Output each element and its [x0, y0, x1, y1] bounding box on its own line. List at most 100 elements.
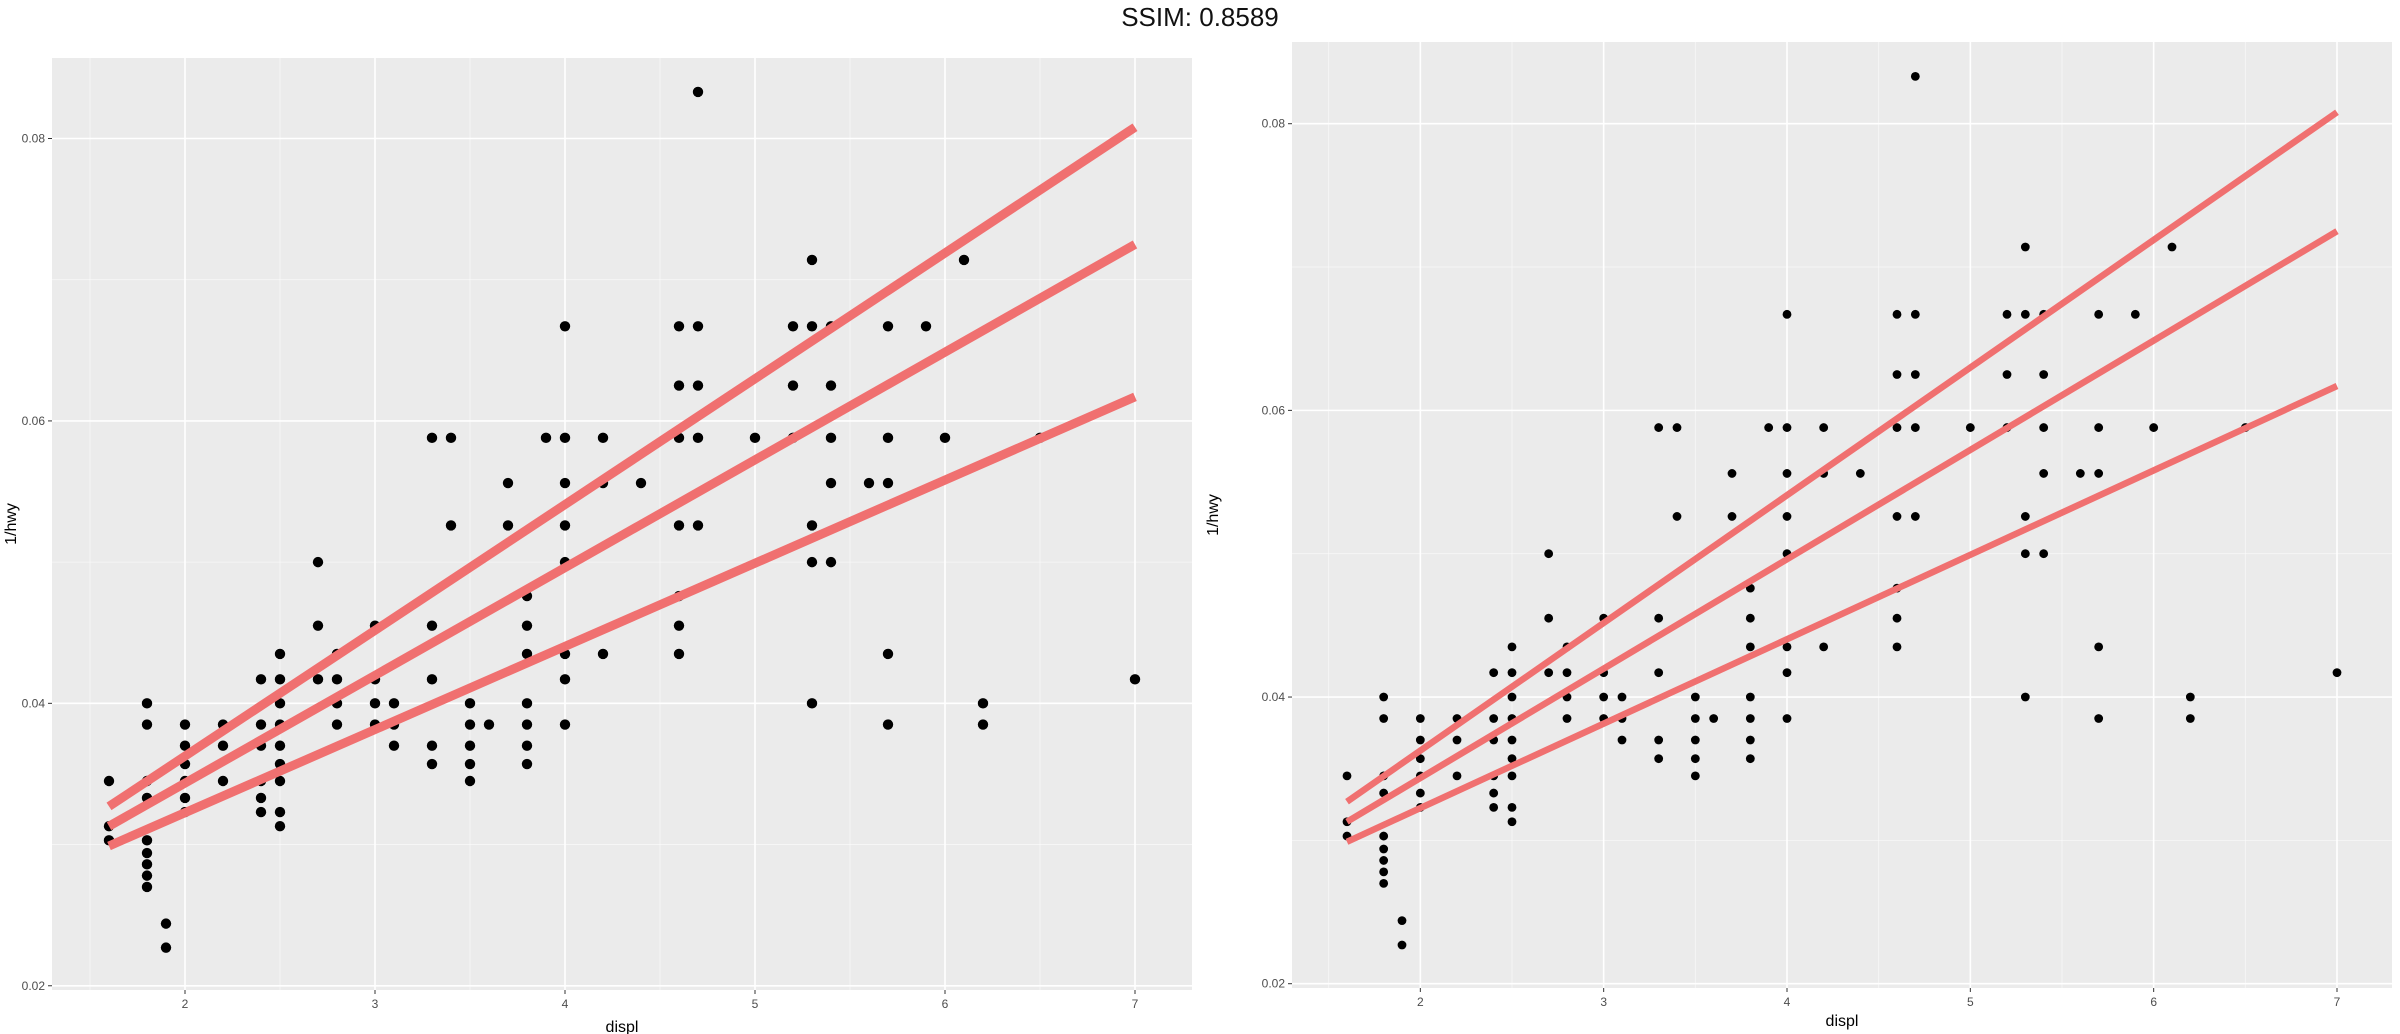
data-point	[1654, 754, 1664, 764]
data-point	[2094, 309, 2104, 319]
y-tick-label: 0.08	[1262, 117, 1286, 131]
data-point	[920, 321, 932, 332]
data-point	[2039, 370, 2049, 379]
data-point	[1819, 423, 1829, 432]
data-point	[521, 620, 533, 631]
x-axis-title: displ	[606, 1019, 639, 1034]
data-point	[1910, 423, 1920, 432]
data-point	[559, 321, 571, 332]
data-point	[274, 698, 286, 709]
data-point	[141, 881, 153, 893]
data-point	[2149, 423, 2159, 432]
data-point	[2039, 469, 2049, 478]
data-point	[692, 380, 704, 391]
data-point	[540, 432, 552, 444]
data-point	[692, 432, 704, 444]
data-point	[825, 432, 837, 444]
data-point	[2020, 692, 2030, 702]
y-axis-title: 1/hwy	[1205, 494, 1222, 536]
y-tick-label: 0.06	[22, 414, 46, 428]
data-point	[1507, 803, 1517, 812]
data-point	[559, 674, 571, 685]
data-point	[1415, 714, 1425, 723]
fit-line-3	[1345, 383, 2339, 845]
data-point	[1745, 714, 1755, 723]
data-point	[2020, 549, 2030, 559]
data-point	[1892, 423, 1902, 432]
data-point	[1745, 735, 1755, 745]
data-point	[426, 674, 438, 685]
data-point	[1452, 735, 1462, 745]
data-point	[806, 698, 818, 709]
x-tick-label: 3	[372, 997, 379, 1011]
data-point	[464, 740, 476, 751]
data-point	[1892, 642, 1902, 652]
data-point	[141, 870, 153, 881]
data-point	[1507, 668, 1517, 678]
data-point	[312, 674, 324, 685]
data-point	[1599, 692, 1609, 702]
data-point	[825, 556, 837, 568]
data-point	[2185, 692, 2195, 702]
y-tick-label: 0.02	[22, 979, 46, 993]
fit-line-1	[1345, 109, 2339, 805]
data-point	[1342, 771, 1352, 781]
data-point	[559, 477, 571, 489]
data-point	[2332, 668, 2342, 678]
data-point	[445, 520, 457, 531]
data-point	[2130, 309, 2140, 319]
y-tick-label: 0.08	[22, 131, 46, 145]
data-point	[255, 806, 267, 818]
data-point	[388, 698, 400, 709]
data-point	[1727, 512, 1737, 521]
data-point	[1690, 692, 1700, 702]
data-point	[141, 719, 153, 730]
fit-line-2	[1345, 228, 2339, 825]
data-point	[274, 775, 286, 787]
data-point	[464, 719, 476, 730]
data-point	[521, 719, 533, 730]
data-point	[1397, 940, 1407, 950]
y-tick-label: 0.06	[1262, 403, 1286, 417]
data-point	[882, 321, 894, 332]
data-point	[597, 432, 609, 444]
data-point	[559, 520, 571, 531]
data-point	[635, 477, 647, 489]
data-point	[2094, 642, 2104, 652]
data-point	[692, 520, 704, 531]
data-point	[274, 740, 286, 751]
data-point	[673, 380, 685, 391]
data-point	[521, 698, 533, 709]
data-point	[331, 674, 343, 685]
x-tick-label: 3	[1600, 995, 1607, 1009]
data-point	[217, 775, 229, 787]
data-point	[2167, 242, 2177, 252]
data-point	[1764, 423, 1774, 432]
data-point	[2185, 714, 2195, 723]
data-point	[445, 432, 457, 444]
data-point	[787, 321, 799, 332]
data-point	[255, 719, 267, 730]
data-point	[312, 620, 324, 631]
data-point	[2020, 309, 2030, 319]
data-point	[559, 432, 571, 444]
data-point	[1617, 692, 1627, 702]
data-point	[1672, 512, 1682, 521]
data-point	[1910, 309, 1920, 319]
data-point	[2094, 714, 2104, 723]
data-point	[1379, 844, 1389, 854]
data-point	[1562, 714, 1572, 723]
data-point	[1910, 512, 1920, 521]
x-tick-label: 5	[1967, 995, 1974, 1009]
data-point	[882, 648, 894, 660]
data-point	[882, 432, 894, 444]
data-point	[1654, 613, 1664, 623]
data-point	[958, 254, 970, 266]
data-point	[2094, 423, 2104, 432]
data-point	[1544, 668, 1554, 678]
data-point	[1782, 309, 1792, 319]
data-point	[1544, 549, 1554, 559]
data-point	[1379, 831, 1389, 841]
data-point	[1782, 714, 1792, 723]
